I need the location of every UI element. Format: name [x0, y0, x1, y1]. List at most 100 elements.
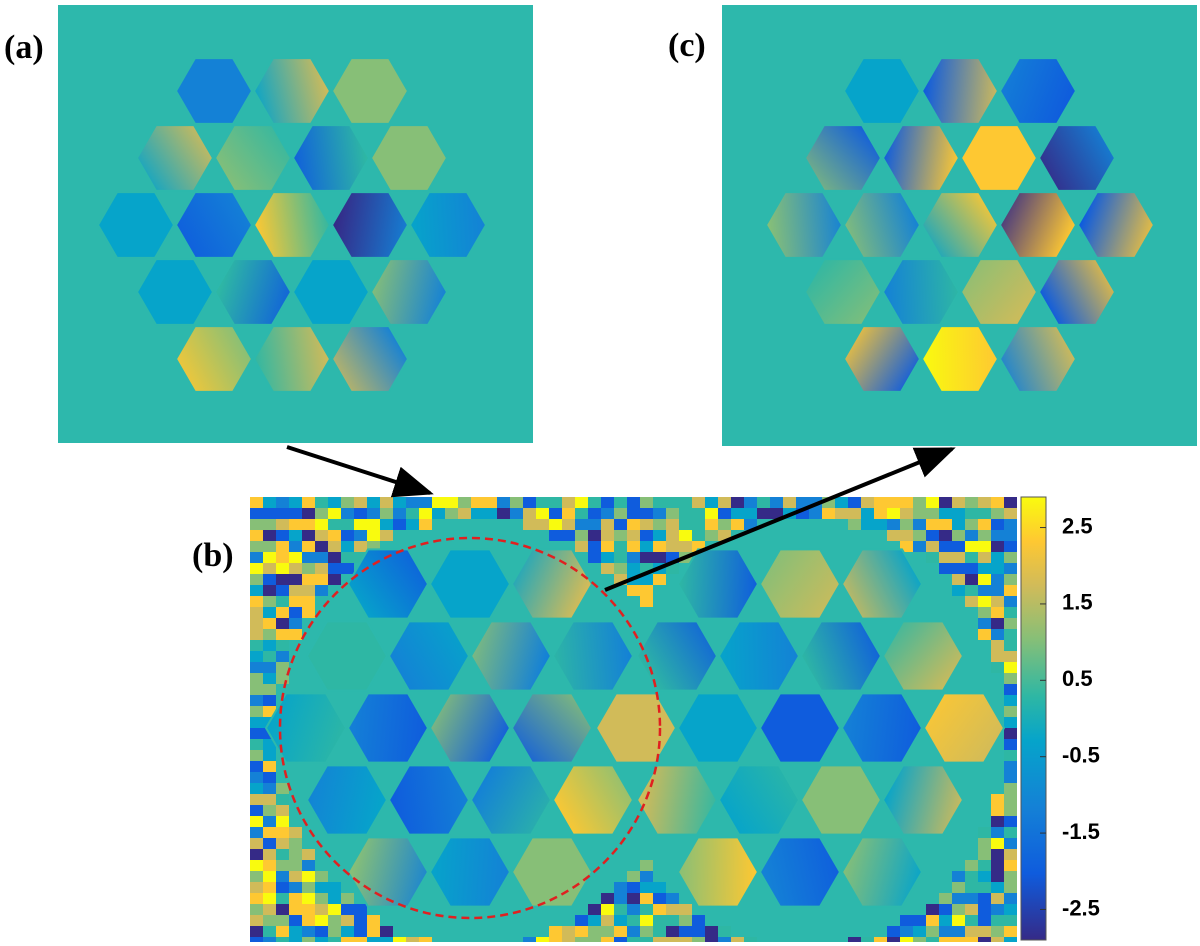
noise-cell — [1004, 838, 1017, 849]
hexagon — [920, 57, 1000, 125]
noise-cell — [536, 519, 549, 530]
noise-cell — [991, 849, 1004, 860]
noise-cell — [328, 926, 341, 937]
noise-cell — [315, 508, 328, 519]
noise-cell — [276, 904, 289, 915]
noise-cell — [328, 519, 341, 530]
noise-cell — [627, 508, 640, 519]
noise-cell — [744, 497, 757, 508]
noise-cell — [276, 629, 289, 640]
noise-cell — [640, 926, 653, 937]
noise-cell — [562, 937, 575, 942]
hexagon — [264, 692, 348, 764]
noise-cell — [315, 926, 328, 937]
noise-cell — [250, 574, 263, 585]
noise-cell — [627, 937, 640, 942]
noise-cell — [302, 508, 315, 519]
noise-cell — [666, 915, 679, 926]
noise-cell — [718, 926, 731, 937]
noise-cell — [601, 893, 614, 904]
noise-cell — [887, 519, 900, 530]
noise-cell — [822, 497, 835, 508]
noise-cell — [549, 497, 562, 508]
noise-cell — [991, 827, 1004, 838]
noise-cell — [549, 530, 562, 541]
noise-cell — [250, 772, 263, 783]
hexagon — [510, 692, 594, 764]
noise-cell — [575, 926, 588, 937]
noise-cell — [666, 937, 679, 942]
noise-cell — [952, 574, 965, 585]
noise-cell — [939, 508, 952, 519]
noise-cell — [848, 508, 861, 519]
noise-cell — [289, 893, 302, 904]
noise-cell — [419, 519, 432, 530]
noise-cell — [861, 508, 874, 519]
panel-label: (a) — [4, 29, 44, 66]
noise-cell — [289, 882, 302, 893]
noise-cell — [263, 783, 276, 794]
noise-cell — [1004, 684, 1017, 695]
noise-cell — [575, 541, 588, 552]
noise-cell — [471, 497, 484, 508]
noise-cell — [1004, 816, 1017, 827]
noise-cell — [1004, 827, 1017, 838]
noise-cell — [1004, 871, 1017, 882]
colorbar-tick-label: 2.5 — [1062, 513, 1093, 538]
noise-cell — [666, 904, 679, 915]
noise-cell — [978, 508, 991, 519]
noise-cell — [263, 574, 276, 585]
noise-cell — [978, 926, 991, 937]
noise-cell — [614, 915, 627, 926]
noise-cell — [601, 497, 614, 508]
noise-cell — [263, 706, 276, 717]
noise-cell — [315, 915, 328, 926]
noise-cell — [263, 684, 276, 695]
noise-cell — [250, 552, 263, 563]
noise-cell — [289, 497, 302, 508]
noise-cell — [900, 519, 913, 530]
noise-cell — [679, 541, 692, 552]
noise-cell — [952, 541, 965, 552]
noise-cell — [276, 618, 289, 629]
noise-cell — [692, 497, 705, 508]
hexagon — [330, 57, 410, 125]
noise-cell — [276, 530, 289, 541]
noise-cell — [978, 618, 991, 629]
noise-cell — [627, 541, 640, 552]
noise-cell — [250, 794, 263, 805]
noise-cell — [250, 717, 263, 728]
hexagon — [408, 191, 488, 259]
noise-cell — [952, 915, 965, 926]
noise-cell — [250, 563, 263, 574]
noise-cell — [354, 497, 367, 508]
noise-cell — [601, 563, 614, 574]
noise-cell — [991, 860, 1004, 871]
panel-a-image — [58, 5, 533, 443]
noise-cell — [679, 937, 692, 942]
noise-cell — [653, 915, 666, 926]
noise-cell — [315, 893, 328, 904]
noise-cell — [978, 607, 991, 618]
noise-cell — [510, 508, 523, 519]
noise-cell — [679, 508, 692, 519]
noise-cell — [328, 552, 341, 563]
noise-cell — [289, 915, 302, 926]
noise-cell — [991, 926, 1004, 937]
noise-cell — [276, 552, 289, 563]
noise-cell — [380, 497, 393, 508]
noise-cell — [601, 519, 614, 530]
noise-cell — [926, 926, 939, 937]
noise-cell — [302, 530, 315, 541]
hexagon — [346, 692, 430, 764]
noise-cell — [1004, 915, 1017, 926]
noise-cell — [1004, 618, 1017, 629]
noise-cell — [900, 497, 913, 508]
noise-cell — [666, 541, 679, 552]
noise-cell — [276, 574, 289, 585]
noise-cell — [952, 563, 965, 574]
noise-cell — [978, 563, 991, 574]
noise-cell — [718, 937, 731, 942]
noise-cell — [276, 794, 289, 805]
noise-cell — [926, 541, 939, 552]
